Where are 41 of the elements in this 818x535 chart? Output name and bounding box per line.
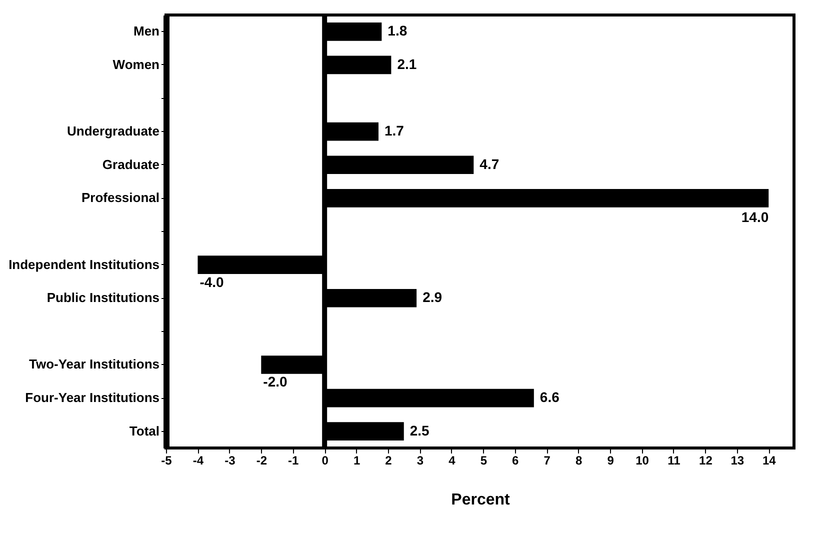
x-tick-label: 14 bbox=[762, 454, 776, 468]
y-tick-label: Graduate bbox=[102, 156, 160, 172]
data-label: 1.7 bbox=[384, 122, 404, 139]
x-tick-label: 9 bbox=[607, 454, 614, 468]
x-tick-label: -2 bbox=[256, 454, 268, 468]
data-label: 4.7 bbox=[480, 156, 500, 172]
data-label: 2.5 bbox=[410, 422, 430, 438]
x-tick-label: 3 bbox=[416, 454, 424, 468]
x-tick-label: 5 bbox=[480, 454, 488, 468]
x-tick-label: 11 bbox=[668, 454, 681, 468]
x-tick-label: 7 bbox=[544, 454, 551, 468]
x-tick-label: 12 bbox=[699, 454, 713, 468]
x-tick-label: -4 bbox=[192, 454, 204, 468]
x-tick-label: 1 bbox=[353, 454, 360, 468]
y-tick-label: Men bbox=[134, 24, 160, 39]
data-label: 2.1 bbox=[397, 56, 417, 72]
y-tick-label: Undergraduate bbox=[67, 124, 160, 139]
x-tick-label: 13 bbox=[730, 454, 744, 468]
y-tick-label: Independent Institutions bbox=[8, 256, 160, 272]
x-tick-label: 2 bbox=[385, 454, 392, 468]
data-label: 2.9 bbox=[422, 289, 442, 306]
data-label: 14.0 bbox=[741, 209, 769, 226]
y-tick-label: Professional bbox=[81, 190, 160, 206]
x-tick-label: 0 bbox=[322, 454, 329, 468]
x-axis-title: Percent bbox=[451, 492, 511, 508]
x-tick-label: -1 bbox=[288, 454, 300, 468]
y-tick-label: Total bbox=[129, 423, 160, 438]
y-tick-label: Two-Year Institutions bbox=[29, 356, 160, 372]
x-tick-label: 4 bbox=[448, 454, 456, 468]
data-label: 1.8 bbox=[388, 22, 408, 39]
data-label: 6.6 bbox=[540, 389, 560, 406]
data-label: -4.0 bbox=[200, 274, 224, 290]
y-tick-label: Public Institutions bbox=[46, 290, 160, 306]
y-tick-label: Four-Year Institutions bbox=[25, 390, 160, 406]
x-tick-label: 6 bbox=[512, 454, 520, 468]
data-label: -2.0 bbox=[263, 374, 288, 390]
x-tick-label: 8 bbox=[575, 454, 582, 468]
y-tick-label: Women bbox=[112, 56, 160, 72]
x-tick-label: 10 bbox=[636, 454, 650, 468]
x-tick-label: -3 bbox=[224, 454, 236, 468]
x-tick-label: -5 bbox=[161, 454, 172, 468]
